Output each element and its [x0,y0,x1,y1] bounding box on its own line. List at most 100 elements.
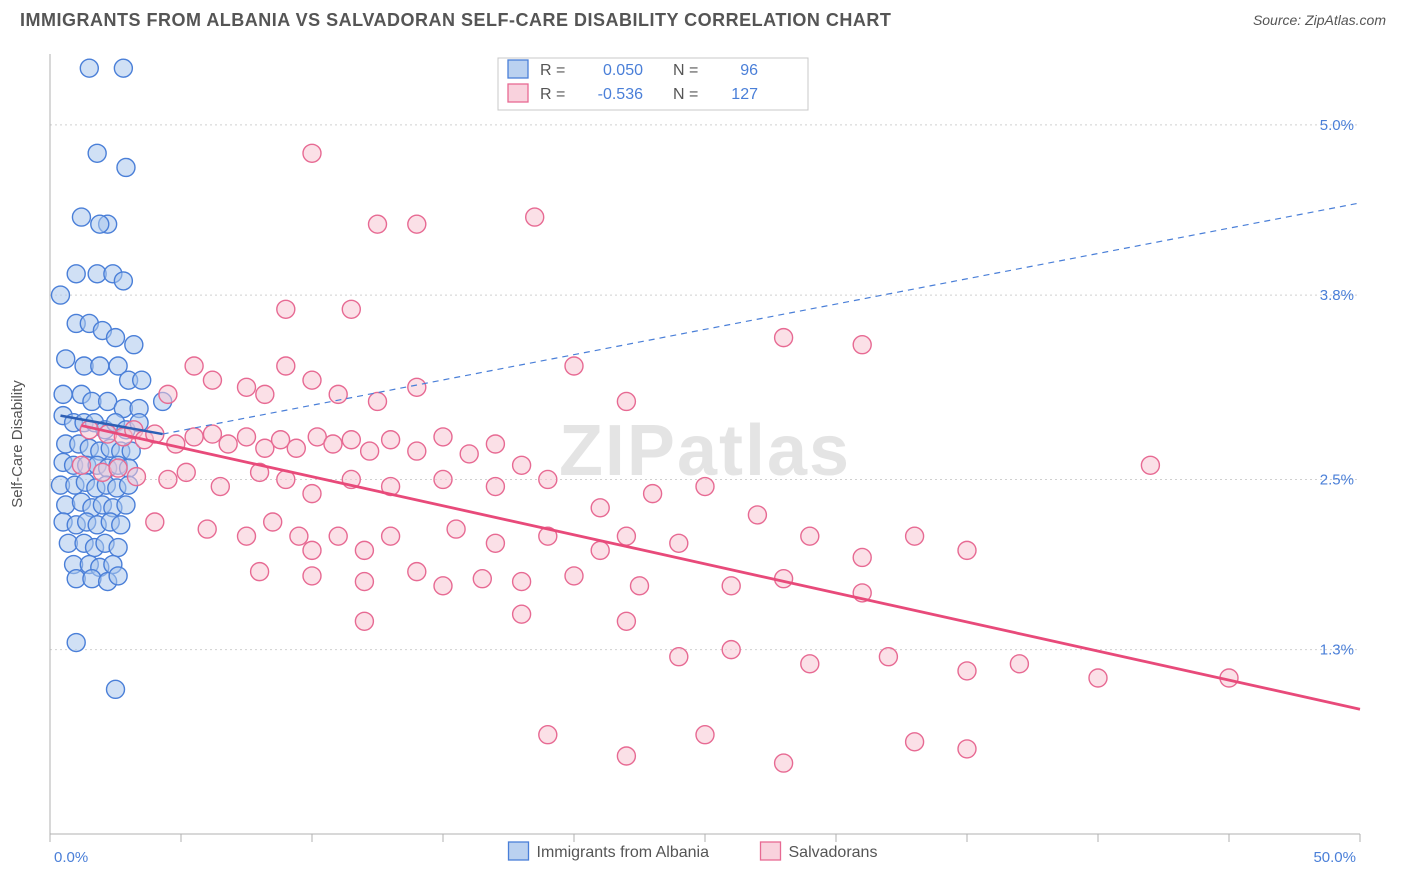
data-point [57,496,75,514]
data-point [238,378,256,396]
legend-r-value: -0.536 [598,86,643,103]
data-point [80,59,98,77]
data-point [617,747,635,765]
legend-n-label: N = [673,86,698,103]
data-point [125,336,143,354]
legend-r-value: 0.050 [603,62,643,79]
data-point [434,577,452,595]
data-point [303,371,321,389]
data-point [72,456,90,474]
data-point [617,612,635,630]
chart-title: IMMIGRANTS FROM ALBANIA VS SALVADORAN SE… [20,10,891,31]
data-point [109,539,127,557]
data-point [67,265,85,283]
data-point [434,470,452,488]
data-point [185,357,203,375]
data-point [696,726,714,744]
data-point [382,431,400,449]
data-point [109,567,127,585]
data-point [879,648,897,666]
data-point [853,336,871,354]
data-point [114,272,132,290]
data-point [342,300,360,318]
data-point [238,428,256,446]
data-point [906,733,924,751]
data-point [342,431,360,449]
data-point [775,329,793,347]
data-point [203,371,221,389]
data-point [644,485,662,503]
data-point [526,208,544,226]
data-point [617,392,635,410]
source-prefix: Source: [1253,12,1305,28]
data-point [355,541,373,559]
data-point [185,428,203,446]
data-point [303,567,321,585]
data-point [369,215,387,233]
data-point [408,563,426,581]
data-point [670,648,688,666]
data-point [54,385,72,403]
data-point [146,513,164,531]
source-name: ZipAtlas.com [1305,12,1386,28]
data-point [117,158,135,176]
data-point [114,59,132,77]
data-point [486,478,504,496]
data-point [408,442,426,460]
y-tick-label: 2.5% [1320,471,1354,488]
data-point [238,527,256,545]
data-point [958,541,976,559]
data-point [51,286,69,304]
data-point [303,485,321,503]
data-point [473,570,491,588]
data-point [107,680,125,698]
data-point [109,459,127,477]
data-point [57,350,75,368]
data-point [177,463,195,481]
data-point [513,456,531,474]
data-point [748,506,766,524]
data-point [369,392,387,410]
data-point [565,567,583,585]
legend-r-label: R = [540,62,565,79]
data-point [355,612,373,630]
data-point [408,378,426,396]
data-point [361,442,379,460]
data-point [1141,456,1159,474]
data-point [72,208,90,226]
data-point [329,527,347,545]
series-albania [51,59,171,698]
data-point [447,520,465,538]
data-point [486,435,504,453]
data-point [159,385,177,403]
legend-swatch [508,84,528,102]
bottom-legend-label: Immigrants from Albania [537,844,710,861]
data-point [256,385,274,403]
data-point [324,435,342,453]
data-point [539,726,557,744]
data-point [219,435,237,453]
data-point [251,563,269,581]
data-point [801,527,819,545]
data-point [203,425,221,443]
source-attribution: Source: ZipAtlas.com [1253,12,1386,28]
data-point [264,513,282,531]
data-point [211,478,229,496]
data-point [408,215,426,233]
y-axis-label: Self-Care Disability [9,380,26,508]
data-point [277,300,295,318]
data-point [1089,669,1107,687]
data-point [1010,655,1028,673]
data-point [277,357,295,375]
data-point [290,527,308,545]
bottom-legend-swatch [509,842,529,860]
bottom-legend-label: Salvadorans [789,844,878,861]
data-point [382,527,400,545]
data-point [513,573,531,591]
data-point [460,445,478,463]
data-point [906,527,924,545]
header: IMMIGRANTS FROM ALBANIA VS SALVADORAN SE… [0,0,1406,40]
x-start-label: 0.0% [54,849,88,866]
legend-n-label: N = [673,62,698,79]
data-point [88,144,106,162]
